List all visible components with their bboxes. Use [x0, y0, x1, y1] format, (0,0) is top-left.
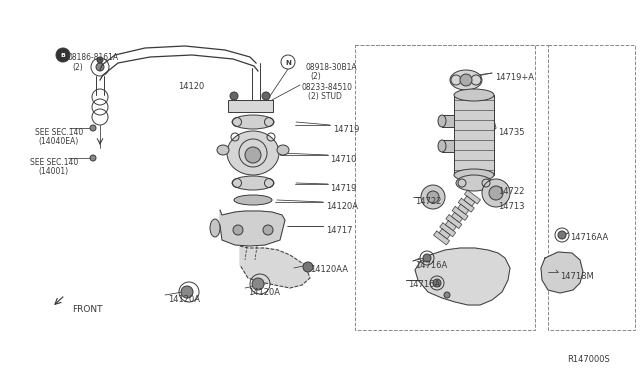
Ellipse shape: [232, 115, 274, 129]
Polygon shape: [434, 231, 449, 245]
Polygon shape: [445, 221, 456, 231]
Circle shape: [421, 185, 445, 209]
Circle shape: [90, 155, 96, 161]
Text: 14120AA: 14120AA: [310, 265, 348, 274]
Circle shape: [97, 57, 103, 63]
Ellipse shape: [456, 175, 492, 191]
Polygon shape: [465, 190, 481, 204]
Ellipse shape: [210, 219, 220, 237]
Circle shape: [233, 225, 243, 235]
Text: 14719: 14719: [333, 125, 360, 134]
Circle shape: [460, 74, 472, 86]
Circle shape: [303, 262, 313, 272]
Circle shape: [252, 278, 264, 290]
Text: (2): (2): [310, 72, 321, 81]
Polygon shape: [458, 198, 474, 212]
Polygon shape: [458, 204, 468, 214]
Circle shape: [56, 48, 70, 62]
Polygon shape: [464, 196, 475, 206]
Circle shape: [489, 186, 503, 200]
Circle shape: [427, 191, 439, 203]
Text: SEE SEC.140: SEE SEC.140: [35, 128, 83, 137]
Text: (14040EA): (14040EA): [38, 137, 78, 146]
Ellipse shape: [454, 169, 494, 181]
Circle shape: [262, 92, 270, 100]
Polygon shape: [439, 229, 450, 239]
Text: 14716A: 14716A: [415, 261, 447, 270]
Text: 14718M: 14718M: [560, 272, 594, 281]
Circle shape: [423, 254, 431, 262]
Text: 14120A: 14120A: [168, 295, 200, 304]
Bar: [454, 95, 494, 175]
Text: 14120A: 14120A: [248, 288, 280, 297]
Text: 14735: 14735: [498, 128, 525, 137]
Ellipse shape: [227, 131, 279, 175]
Text: (2): (2): [72, 63, 83, 72]
Text: SEE SEC.140: SEE SEC.140: [30, 158, 78, 167]
Text: 14717: 14717: [326, 226, 353, 235]
Text: 14722: 14722: [415, 197, 442, 206]
Bar: [442, 115, 454, 127]
Text: B: B: [61, 53, 65, 58]
Text: 14719+A: 14719+A: [495, 73, 534, 82]
Bar: [442, 140, 454, 152]
Polygon shape: [541, 252, 583, 293]
Polygon shape: [451, 212, 463, 222]
Text: (14001): (14001): [38, 167, 68, 176]
Text: N: N: [285, 60, 291, 66]
Ellipse shape: [438, 140, 446, 152]
Polygon shape: [440, 223, 456, 237]
Text: 14716AA: 14716AA: [570, 233, 608, 242]
Ellipse shape: [234, 195, 272, 205]
Polygon shape: [240, 246, 310, 288]
Text: 08186-8161A: 08186-8161A: [68, 53, 119, 62]
Ellipse shape: [438, 115, 446, 127]
Ellipse shape: [217, 145, 229, 155]
Text: R147000S: R147000S: [567, 355, 610, 364]
Text: 08233-84510: 08233-84510: [302, 83, 353, 92]
Text: 14713: 14713: [498, 202, 525, 211]
Bar: [355, 45, 535, 330]
Circle shape: [558, 231, 566, 239]
Text: 14716A: 14716A: [408, 280, 440, 289]
Polygon shape: [452, 206, 468, 220]
Text: 14710: 14710: [330, 155, 356, 164]
Text: 14120A: 14120A: [326, 202, 358, 211]
Polygon shape: [415, 248, 510, 305]
Circle shape: [181, 286, 193, 298]
Ellipse shape: [232, 176, 274, 190]
Text: 14722: 14722: [498, 187, 524, 196]
Circle shape: [444, 292, 450, 298]
Polygon shape: [446, 215, 462, 228]
Circle shape: [90, 125, 96, 131]
Circle shape: [263, 225, 273, 235]
Circle shape: [245, 147, 261, 163]
Circle shape: [230, 92, 238, 100]
Bar: [548, 45, 635, 330]
Text: (2) STUD: (2) STUD: [308, 92, 342, 101]
Text: 08918-30B1A: 08918-30B1A: [305, 63, 356, 72]
Text: 14719: 14719: [330, 184, 356, 193]
Ellipse shape: [454, 89, 494, 101]
Bar: [228, 100, 273, 112]
Text: 14120: 14120: [178, 82, 204, 91]
Circle shape: [433, 279, 441, 287]
Circle shape: [482, 179, 510, 207]
Text: FRONT: FRONT: [72, 305, 102, 314]
Ellipse shape: [277, 145, 289, 155]
Polygon shape: [220, 210, 285, 246]
Circle shape: [96, 63, 104, 71]
Ellipse shape: [450, 70, 482, 90]
